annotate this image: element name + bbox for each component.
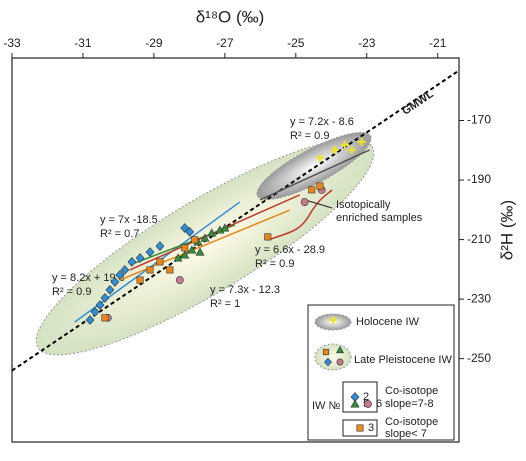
point <box>105 285 115 295</box>
point <box>156 258 164 266</box>
fit-line <box>259 149 370 201</box>
fit-equation: y = 7.2x - 8.6 <box>290 116 354 128</box>
point <box>185 226 195 237</box>
legend-label: slope< 7 <box>385 428 427 440</box>
point <box>316 182 324 190</box>
point <box>101 314 109 322</box>
fit-equation: y = 7.3x - 12.3 <box>210 284 280 296</box>
point <box>173 253 183 262</box>
point <box>300 198 309 206</box>
x-tick-label: -21 <box>429 36 447 50</box>
legend-label: 3 <box>368 422 374 434</box>
point <box>195 247 205 256</box>
legend-icon-marker <box>324 357 332 367</box>
y-tick-label: -230 <box>467 291 491 305</box>
point <box>136 276 144 284</box>
point <box>145 247 155 257</box>
y-tick-label: -250 <box>467 351 491 365</box>
y-tick-label: -190 <box>467 172 491 186</box>
point <box>155 241 165 251</box>
point <box>127 257 137 267</box>
legend-label: IW № <box>312 400 340 412</box>
legend-pleistocene-icon <box>314 343 352 371</box>
legend-label: 2 <box>363 391 369 403</box>
y-tick-label: -210 <box>467 232 491 246</box>
annotation: Isotopically <box>336 199 391 211</box>
point <box>264 233 272 241</box>
point <box>115 270 125 280</box>
legend-group1-box <box>342 381 378 413</box>
x-tick-label: -29 <box>145 36 163 50</box>
legend-icon-marker <box>336 358 344 366</box>
legend-marker <box>329 316 337 324</box>
fit-r2: R² = 0.9 <box>290 130 329 142</box>
point <box>146 266 154 274</box>
point <box>347 145 356 154</box>
y-tick-label: -170 <box>467 113 491 127</box>
point <box>135 253 145 263</box>
legend-label: Co-isotope <box>385 416 438 428</box>
legend-icon-marker <box>322 348 330 356</box>
legend-label: Holocene IW <box>356 316 420 328</box>
point <box>181 244 189 252</box>
point <box>110 277 120 287</box>
point <box>308 186 316 194</box>
legend-marker <box>364 400 372 408</box>
x-tick-label: -27 <box>216 36 234 50</box>
y-axis-label: δ²H (‰) <box>497 200 516 260</box>
legend-label: slope=7-8 <box>385 398 434 410</box>
point <box>330 145 339 154</box>
x-tick-label: -23 <box>358 36 376 50</box>
enriched-bracket <box>267 189 333 241</box>
fit-r2: R² = 0.9 <box>255 258 294 270</box>
point <box>357 137 366 146</box>
gmwl-label: GMWL <box>400 88 436 118</box>
point <box>220 223 230 232</box>
x-tick-label: -33 <box>3 36 21 50</box>
plot-frame <box>11 57 460 443</box>
point <box>95 300 105 310</box>
x-axis-label: δ¹⁸O (‰) <box>196 7 265 26</box>
point <box>85 315 95 325</box>
point <box>200 233 210 242</box>
holocene-field <box>256 131 372 201</box>
fit-equation: y = 8.2x + 19.8 <box>52 272 125 284</box>
point <box>187 245 197 254</box>
gmwl-line <box>11 69 460 372</box>
point <box>191 236 199 244</box>
legend-label: Late Pleistocene IW <box>354 354 452 366</box>
fit-line <box>129 194 301 271</box>
legend-label: 6 <box>376 398 382 410</box>
legend-label: Co-isotope <box>385 385 438 397</box>
point <box>100 293 110 303</box>
fit-r2: R² = 0.9 <box>52 286 91 298</box>
fit-equation: y = 6.6x - 28.9 <box>255 244 325 256</box>
annotation: enriched samples <box>336 212 423 224</box>
point <box>340 140 349 149</box>
point <box>166 266 174 274</box>
x-tick-label: -25 <box>287 36 305 50</box>
point <box>175 276 184 284</box>
legend-marker <box>350 399 360 408</box>
legend-icon-marker <box>335 345 345 354</box>
legend-marker <box>356 424 364 432</box>
point <box>90 307 100 317</box>
point <box>120 265 130 275</box>
fit-equation: y = 7x -18.5 <box>100 214 158 226</box>
legend-group2-box <box>342 419 378 437</box>
point <box>180 223 190 233</box>
x-tick-label: -31 <box>74 36 92 50</box>
fit-r2: R² = 1 <box>210 298 240 310</box>
point <box>315 154 324 163</box>
point <box>180 250 190 259</box>
fit-r2: R² = 0.7 <box>100 228 139 240</box>
point <box>207 228 217 237</box>
